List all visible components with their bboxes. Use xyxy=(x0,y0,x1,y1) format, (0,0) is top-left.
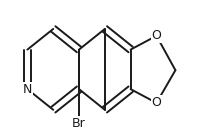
Text: O: O xyxy=(152,96,161,109)
Text: N: N xyxy=(23,83,32,96)
Text: O: O xyxy=(152,29,161,42)
Text: Br: Br xyxy=(72,117,86,130)
